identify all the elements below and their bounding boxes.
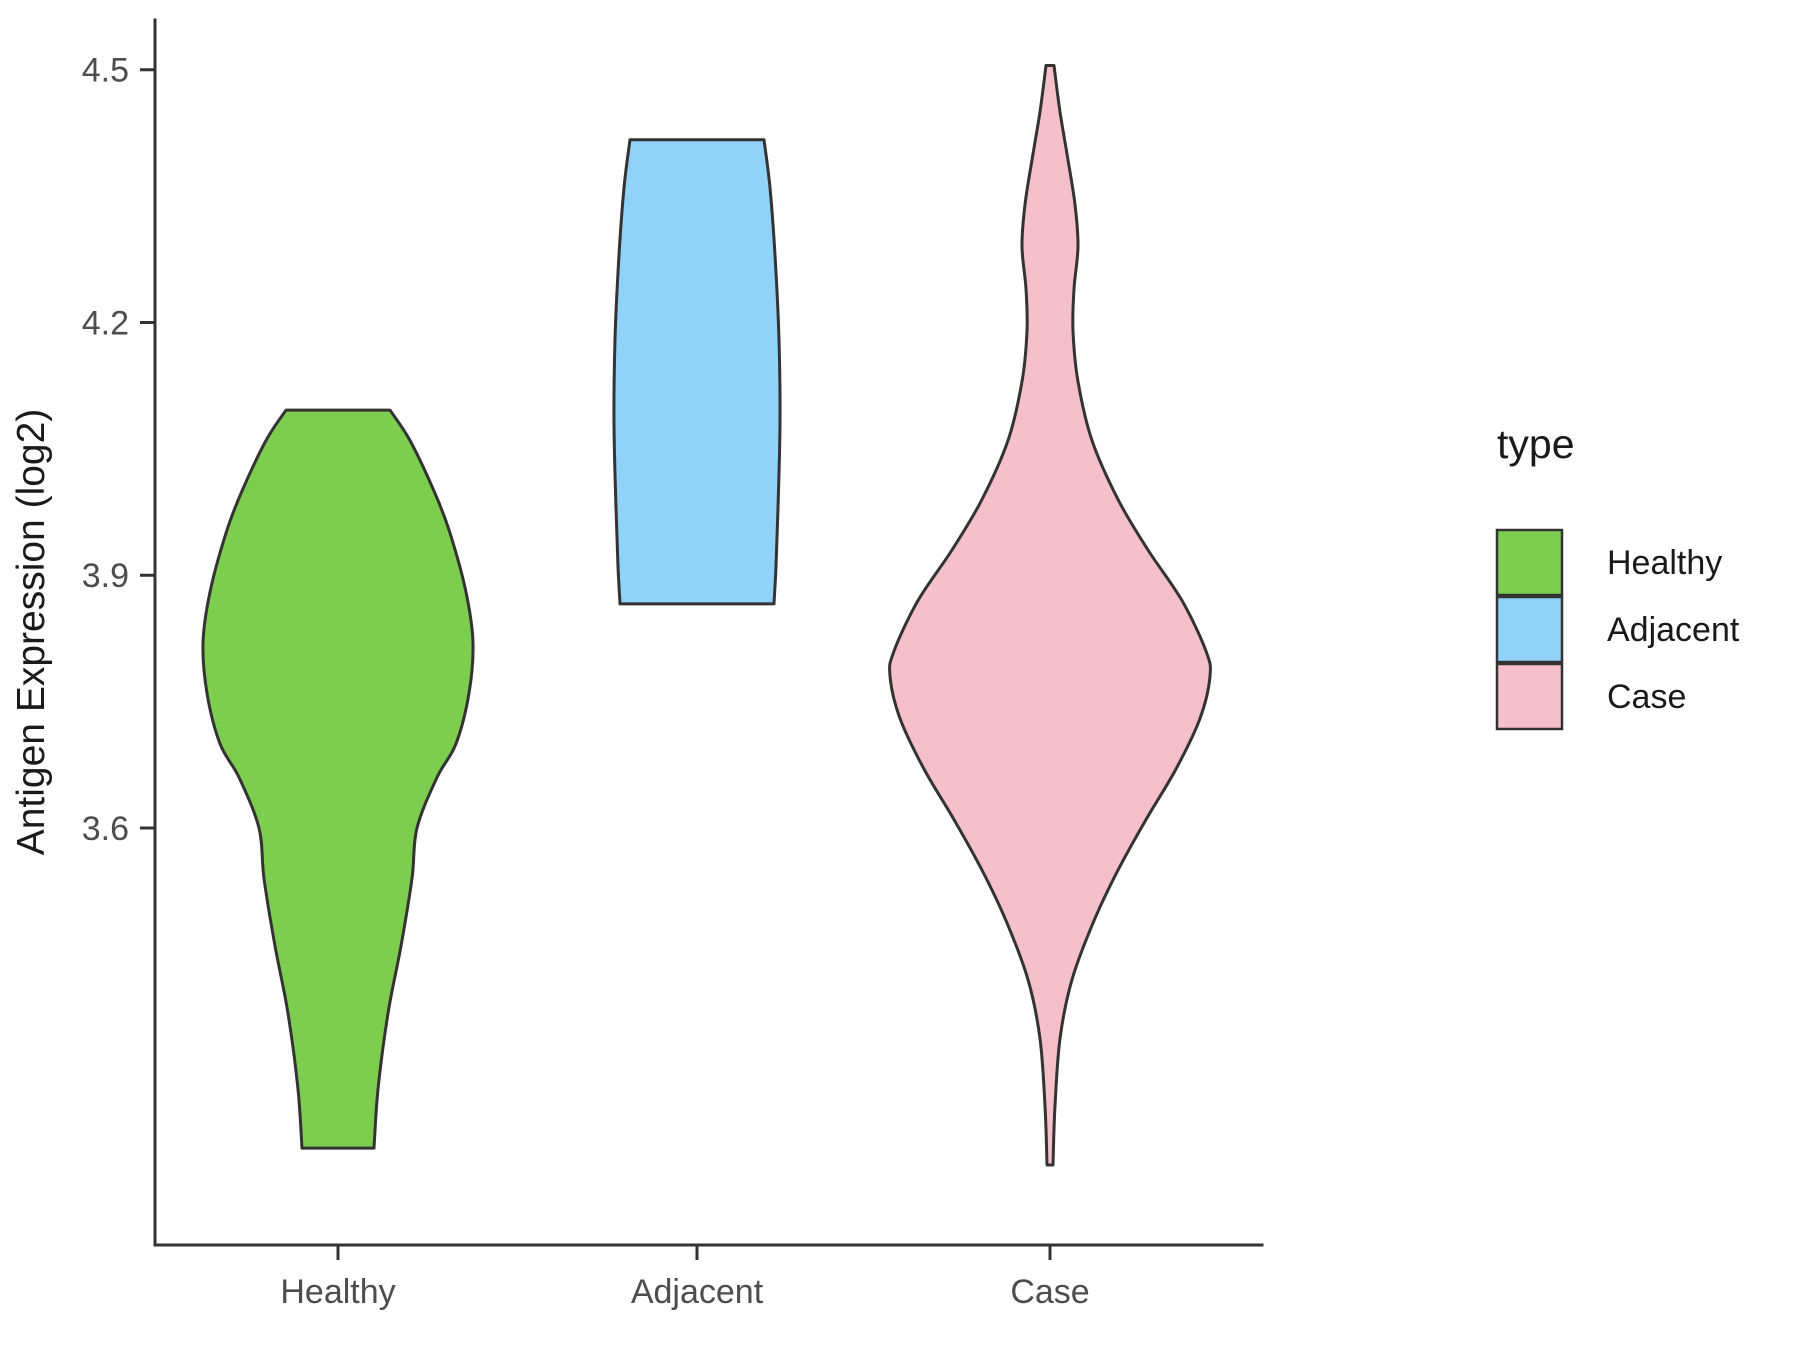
legend-label-case: Case [1607, 678, 1686, 716]
legend: type Healthy Adjacent Case [1495, 421, 1740, 731]
y-tick-label: 4.5 [82, 52, 129, 90]
y-axis-title: Antigen Expression (log2) [10, 409, 53, 856]
violin-adjacent [612, 138, 782, 606]
y-tick-label: 4.2 [82, 304, 129, 342]
y-ticks: 3.6 3.9 4.2 4.5 [82, 52, 155, 848]
y-tick-label: 3.9 [82, 557, 129, 595]
x-tick-label-case: Case [1010, 1273, 1089, 1311]
x-tick-label-healthy: Healthy [280, 1273, 395, 1311]
x-ticks: Healthy Adjacent Case [280, 1245, 1090, 1311]
x-tick-label-adjacent: Adjacent [631, 1273, 764, 1311]
legend-title: type [1497, 421, 1575, 467]
legend-swatch-adjacent [1495, 595, 1564, 664]
legend-label-healthy: Healthy [1607, 544, 1722, 582]
y-axis: 3.6 3.9 4.2 4.5 Antigen Expression (log2) [10, 18, 157, 1247]
legend-keys: Healthy Adjacent Case [1495, 528, 1740, 731]
legend-swatch-healthy [1495, 528, 1564, 597]
violins-group [201, 64, 1212, 1167]
legend-swatch-case [1495, 662, 1564, 731]
y-tick-label: 3.6 [82, 810, 129, 848]
x-axis: Healthy Adjacent Case [153, 1243, 1264, 1311]
legend-label-adjacent: Adjacent [1607, 611, 1740, 649]
violin-healthy [201, 408, 475, 1150]
violin-case [888, 64, 1212, 1167]
